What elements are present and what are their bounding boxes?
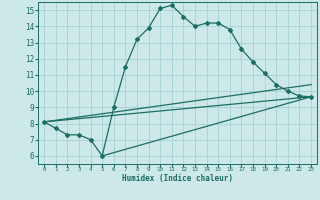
X-axis label: Humidex (Indice chaleur): Humidex (Indice chaleur) xyxy=(122,174,233,183)
